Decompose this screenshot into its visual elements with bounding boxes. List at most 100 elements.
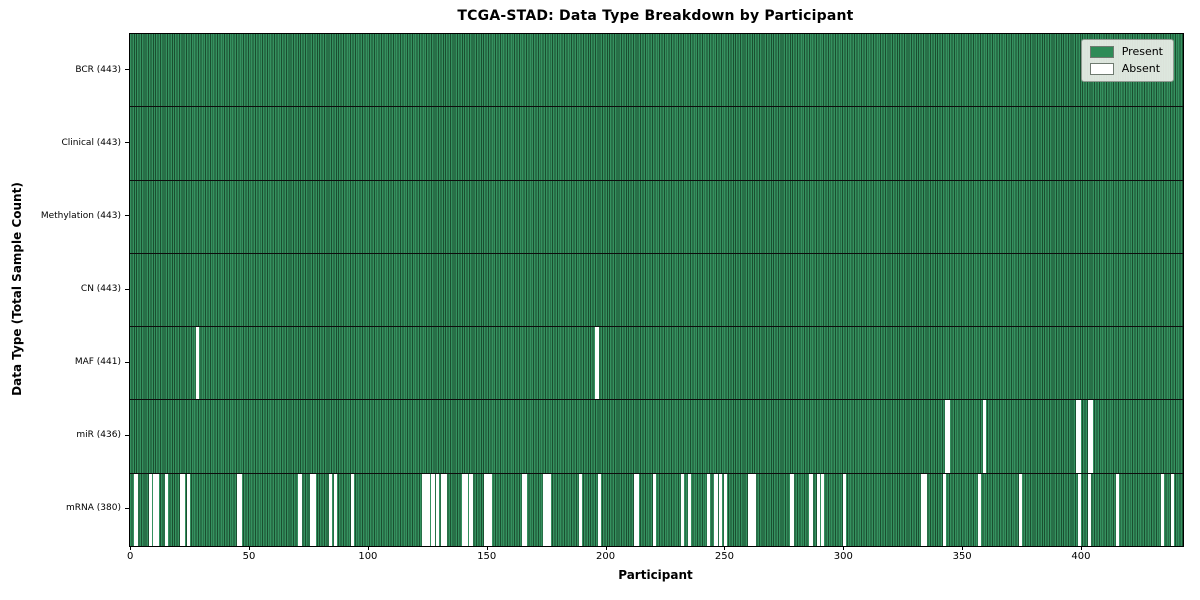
absent-stripe-mRNA-176 [547,473,552,546]
legend-item-present: Present [1089,45,1163,58]
absent-stripe-mRNA-123 [421,473,426,546]
absent-stripe-mRNA-212 [633,473,637,546]
legend-swatch-present [1089,46,1114,58]
absent-stripe-mRNA-262 [752,473,756,546]
absent-stripe-mRNA-415 [1116,473,1120,546]
x-tick-mark [605,546,607,550]
absent-stripe-mRNA-10 [153,473,157,546]
x-tick-label-100: 100 [358,551,378,562]
absent-stripe-mRNA-22 [181,473,186,546]
heatmap-row-BCR [130,34,1183,108]
absent-stripe-mRNA-141 [464,473,468,546]
absent-stripe-mRNA-86 [334,473,338,546]
absent-stripe-mRNA-357 [978,473,982,546]
absent-stripe-mRNA-289 [816,473,820,546]
absent-stripe-MAF-28 [196,327,200,400]
y-tick-label-miR: miR (436) [76,430,121,441]
absent-stripe-mRNA-403 [1087,473,1091,546]
x-tick-label-250: 250 [714,551,734,562]
absent-stripe-mRNA-140 [462,473,466,546]
absent-stripe-mRNA-8 [148,473,152,546]
absent-stripe-mRNA-300 [842,473,846,546]
y-tick-mark [125,69,129,71]
x-tick-mark [367,546,369,550]
absent-stripe-mRNA-46 [238,473,243,546]
absent-stripe-mRNA-374 [1018,473,1022,546]
absent-stripe-mRNA-76 [310,473,314,546]
absent-stripe-mRNA-131 [440,473,445,546]
x-tick-mark [962,546,964,550]
legend-label-absent: Absent [1121,62,1161,75]
y-tick-mark [125,434,129,436]
absent-stripe-mRNA-84 [329,473,333,546]
absent-stripe-mRNA-246 [714,473,718,546]
x-tick-label-0: 0 [127,551,134,562]
y-tick-label-Clinical: Clinical (443) [61,137,121,148]
absent-stripe-mRNA-334 [923,473,927,546]
absent-stripe-mRNA-125 [426,473,430,546]
absent-stripe-mRNA-261 [749,473,754,546]
absent-stripe-mRNA-15 [165,473,169,546]
legend-item-absent: Absent [1089,62,1163,75]
x-tick-label-50: 50 [242,551,256,562]
x-tick-mark [1080,546,1082,550]
absent-stripe-mRNA-21 [179,473,183,546]
y-tick-label-CN: CN (443) [80,284,121,294]
heatmap-row-MAF [130,327,1183,401]
legend: Present Absent [1080,39,1174,82]
absent-stripe-mRNA-248 [719,473,723,546]
x-tick-label-150: 150 [477,551,497,562]
absent-stripe-mRNA-151 [488,473,492,546]
absent-stripe-miR-344 [947,400,951,473]
absent-stripe-mRNA-174 [543,473,547,546]
chart-title: TCGA-STAD: Data Type Breakdown by Partic… [457,8,854,24]
absent-stripe-mRNA-175 [545,473,549,546]
x-tick-mark [130,546,132,550]
absent-stripe-miR-343 [944,400,949,473]
absent-stripe-mRNA-286 [809,473,813,546]
y-tick-mark [125,361,129,363]
absent-stripe-mRNA-260 [747,473,751,546]
x-tick-label-350: 350 [952,551,972,562]
absent-stripe-mRNA-189 [578,473,583,546]
absent-stripe-MAF-196 [595,327,599,400]
x-tick-label-300: 300 [833,551,853,562]
absent-stripe-mRNA-11 [155,473,159,546]
absent-stripe-mRNA-197 [597,473,602,546]
absent-stripe-mRNA-278 [790,473,794,546]
absent-stripe-miR-398 [1075,400,1079,473]
absent-stripe-miR-404 [1089,400,1094,473]
absent-stripe-miR-403 [1087,400,1091,473]
legend-label-present: Present [1121,45,1163,58]
absent-stripe-mRNA-93 [350,473,354,546]
absent-stripe-mRNA-165 [521,473,525,546]
absent-stripe-mRNA-150 [486,473,490,546]
absent-stripe-mRNA-342 [942,473,946,546]
absent-stripe-mRNA-232 [681,473,685,546]
absent-stripe-mRNA-71 [298,473,302,546]
x-tick-mark [486,546,488,550]
x-tick-label-200: 200 [596,551,616,562]
absent-stripe-mRNA-77 [312,473,316,546]
x-tick-mark [724,546,726,550]
heatmap-row-mRNA [130,473,1183,546]
y-tick-label-Methylation: Methylation (443) [40,210,121,221]
y-tick-label-mRNA: mRNA (380) [66,503,121,514]
absent-stripe-mRNA-2 [134,473,138,546]
heatmap-rows [130,34,1183,546]
y-tick-label-MAF: MAF (441) [74,357,121,368]
heatmap-row-miR [130,400,1183,474]
absent-stripe-mRNA-129 [436,473,440,546]
heatmap-row-CN [130,253,1183,328]
y-tick-label-BCR: BCR (443) [75,64,121,75]
absent-stripe-miR-399 [1078,400,1082,473]
x-tick-label-400: 400 [1071,551,1091,562]
absent-stripe-mRNA-166 [524,473,528,546]
absent-stripe-mRNA-149 [483,473,487,546]
absent-stripe-mRNA-124 [424,473,428,546]
heatmap-row-Clinical [130,107,1183,181]
absent-stripe-mRNA-333 [921,473,925,546]
absent-stripe-mRNA-399 [1078,473,1082,546]
absent-stripe-mRNA-143 [469,473,473,546]
absent-stripe-mRNA-235 [688,473,692,546]
